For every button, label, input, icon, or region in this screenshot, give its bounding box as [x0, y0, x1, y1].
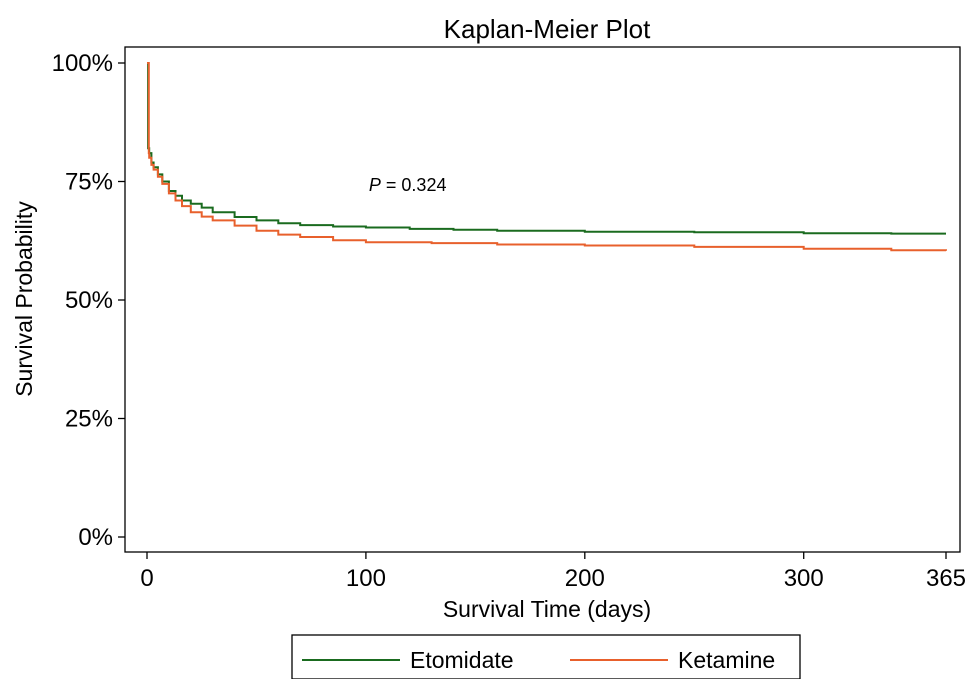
legend: Etomidate Ketamine: [291, 634, 801, 679]
p-value-annotation: P = 0.324: [369, 175, 447, 195]
y-tick-label: 50%: [65, 287, 113, 314]
legend-label-ketamine: Ketamine: [678, 647, 775, 673]
y-tick-label: 25%: [65, 406, 113, 433]
x-tick-label: 365: [926, 565, 966, 592]
y-axis-label: Survival Probability: [11, 201, 37, 397]
x-tick-label: 200: [565, 565, 605, 592]
plot-frame: [124, 46, 961, 553]
x-tick-label: 100: [346, 565, 386, 592]
x-axis-label: Survival Time (days): [443, 596, 651, 622]
series-layer: [147, 62, 947, 252]
x-axis: 0 100 200 300 365: [140, 552, 966, 592]
legend-label-etomidate: Etomidate: [410, 647, 514, 673]
y-tick-label: 0%: [78, 524, 113, 551]
p-symbol: P: [369, 175, 381, 195]
x-tick-label: 300: [784, 565, 824, 592]
x-tick-label: 0: [140, 565, 153, 592]
legend-box: [291, 634, 801, 679]
chart-title: Kaplan-Meier Plot: [444, 14, 651, 44]
p-value: = 0.324: [381, 175, 447, 195]
series-line-etomidate: [147, 62, 946, 235]
y-tick-label: 100%: [52, 50, 113, 77]
y-axis: 0% 25% 50% 75% 100%: [52, 50, 125, 551]
y-tick-label: 75%: [65, 169, 113, 196]
series-line-ketamine: [147, 62, 947, 252]
